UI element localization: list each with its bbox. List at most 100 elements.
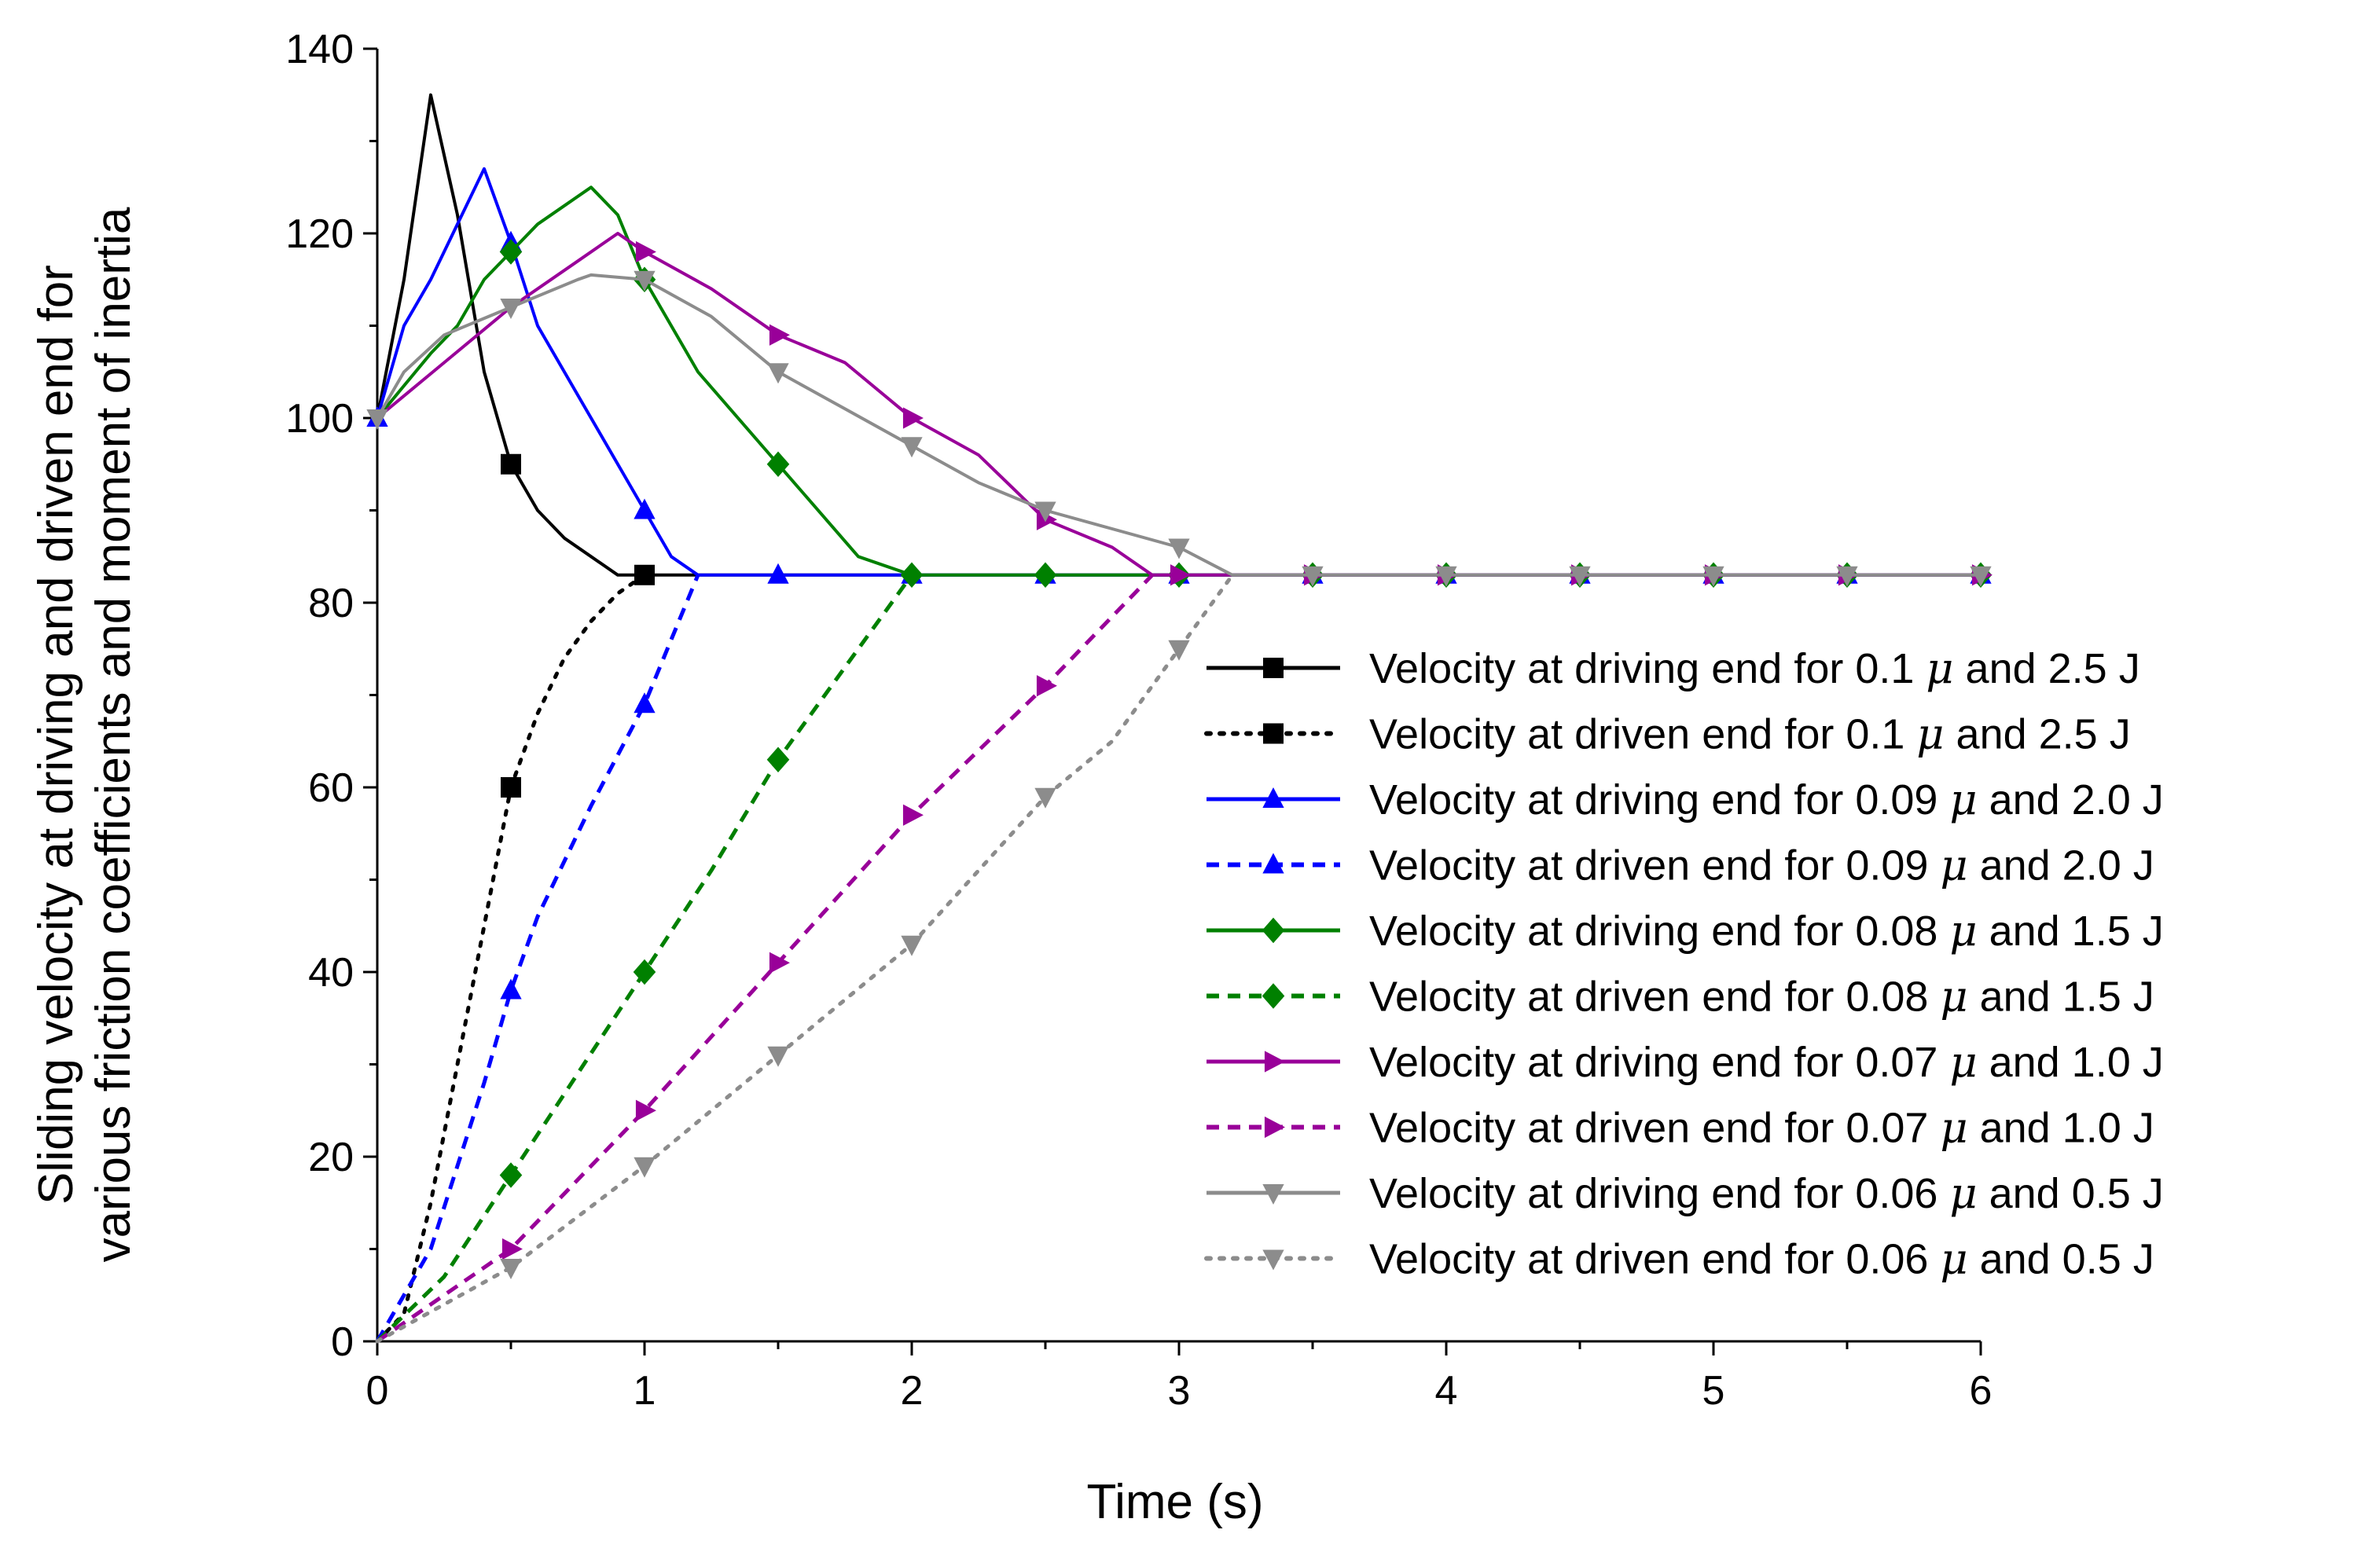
legend-label-mu: μ: [1926, 644, 1953, 693]
y-tick-label: 140: [285, 27, 354, 72]
y-axis-title-line-2: various friction coefficients and moment…: [86, 207, 141, 1262]
series-line: [375, 573, 647, 1344]
legend-label: Velocity at driving end for 0.09 μ and 2…: [1369, 775, 2164, 824]
legend-label-suffix: and 2.5 J: [1954, 645, 2140, 692]
y-axis-title-line-1: Sliding velocity at driving and driven e…: [29, 265, 83, 1205]
legend-label: Velocity at driving end for 0.1 μ and 2.…: [1369, 644, 2140, 693]
legend-item-2: Velocity at driven end for 0.1 μ and 2.5…: [1204, 710, 2131, 759]
x-tick-label: 0: [366, 1368, 389, 1414]
legend-label: Velocity at driving end for 0.07 μ and 1…: [1369, 1037, 2164, 1087]
series-5: [376, 185, 1993, 588]
data-point: [902, 804, 924, 826]
y-tick-label: 40: [308, 950, 354, 996]
data-point: [501, 777, 521, 798]
legend-swatch-marker: [1263, 723, 1284, 744]
series-6: [376, 574, 914, 1343]
legend-label-mu: μ: [1940, 841, 1967, 890]
legend-label-suffix: and 1.5 J: [1968, 974, 2154, 1021]
legend-label: Velocity at driving end for 0.08 μ and 1…: [1369, 906, 2164, 956]
legend-label-mu: μ: [1940, 1234, 1967, 1284]
series-line: [376, 574, 1154, 1344]
y-axis-title: Sliding velocity at driving and driven e…: [29, 207, 141, 1262]
data-point: [634, 270, 656, 292]
legend-item-4: Velocity at driven end for 0.09 μ and 2.…: [1207, 841, 2154, 890]
legend-swatch-marker: [1262, 983, 1285, 1009]
data-point: [766, 746, 790, 772]
data-point: [500, 298, 522, 319]
data-point: [767, 1046, 789, 1067]
data-point: [500, 978, 522, 1000]
series-line: [376, 232, 1981, 577]
plot-area: [366, 93, 1993, 1344]
legend-swatch-marker: [1262, 917, 1285, 944]
legend-label-prefix: Velocity at driving end for 0.06: [1369, 1170, 1949, 1217]
data-point: [900, 562, 924, 588]
data-point: [1569, 566, 1591, 587]
x-tick-label: 3: [1168, 1368, 1191, 1414]
x-axis-title: Time (s): [1087, 1475, 1264, 1529]
data-point: [501, 1238, 523, 1260]
data-point: [501, 453, 521, 475]
data-point: [767, 563, 789, 584]
series-line: [376, 185, 1981, 577]
legend-label-prefix: Velocity at driven end for 0.09: [1369, 842, 1940, 890]
legend-label: Velocity at driven end for 0.1 μ and 2.5…: [1369, 710, 2131, 759]
data-point: [767, 363, 789, 384]
legend-item-7: Velocity at driving end for 0.07 μ and 1…: [1207, 1037, 2164, 1087]
y-tick-label: 120: [285, 211, 354, 257]
series-8: [376, 574, 1154, 1344]
data-point: [635, 240, 656, 263]
legend-label-prefix: Velocity at driving end for 0.09: [1369, 776, 1949, 824]
data-point: [769, 952, 790, 974]
legend-label-mu: μ: [1940, 972, 1967, 1022]
data-point: [769, 324, 790, 346]
legend-item-3: Velocity at driving end for 0.09 μ and 2…: [1207, 775, 2164, 824]
x-tick-label: 2: [901, 1368, 924, 1414]
legend-label-suffix: and 1.0 J: [1968, 1105, 2154, 1152]
data-point: [633, 959, 656, 985]
y-tick-label: 100: [285, 396, 354, 442]
legend-label-mu: μ: [1949, 1037, 1977, 1087]
data-point: [634, 1157, 656, 1178]
legend-swatch-marker: [1262, 853, 1284, 874]
legend-label-suffix: and 2.0 J: [1978, 776, 2164, 824]
legend-item-8: Velocity at driven end for 0.07 μ and 1.…: [1207, 1103, 2154, 1153]
y-tick-label: 0: [331, 1319, 354, 1365]
legend-swatch-marker: [1262, 1249, 1284, 1271]
data-point: [766, 451, 790, 477]
legend-item-9: Velocity at driving end for 0.06 μ and 0…: [1207, 1168, 2164, 1218]
legend-item-5: Velocity at driving end for 0.08 μ and 1…: [1207, 906, 2164, 956]
x-tick-label: 1: [634, 1368, 656, 1414]
legend-label: Velocity at driven end for 0.07 μ and 1.…: [1369, 1103, 2154, 1153]
series-9: [366, 270, 1992, 587]
data-point: [634, 692, 656, 713]
legend-label-suffix: and 2.0 J: [1968, 842, 2154, 890]
legend-swatch-marker: [1262, 1183, 1284, 1205]
data-point: [1702, 566, 1724, 587]
legend-label: Velocity at driven end for 0.09 μ and 2.…: [1369, 841, 2154, 890]
series-line: [376, 574, 914, 1343]
legend-label-suffix: and 0.5 J: [1968, 1236, 2154, 1283]
legend-label: Velocity at driven end for 0.08 μ and 1.…: [1369, 972, 2154, 1022]
legend-item-10: Velocity at driven end for 0.06 μ and 0.…: [1204, 1234, 2154, 1284]
series-3: [366, 167, 1992, 584]
legend-label-mu: μ: [1916, 710, 1944, 759]
y-tick-label: 60: [308, 765, 354, 811]
data-point: [901, 935, 923, 956]
legend-item-1: Velocity at driving end for 0.1 μ and 2.…: [1207, 644, 2140, 693]
y-tick-label: 20: [308, 1135, 354, 1180]
axes: 0 20 40 60 80 100 120 140 0 1 2 3 4 5 6: [285, 27, 1992, 1414]
legend: Velocity at driving end for 0.1 μ and 2.…: [1204, 644, 2164, 1284]
data-point: [1034, 501, 1056, 523]
x-tick-label: 6: [1970, 1368, 1993, 1414]
data-point: [499, 239, 523, 265]
series-10: [375, 573, 1235, 1344]
legend-swatch-marker: [1264, 1116, 1285, 1139]
series-line: [375, 574, 700, 1343]
legend-label: Velocity at driving end for 0.06 μ and 0…: [1369, 1168, 2164, 1218]
y-tick-label: 80: [308, 581, 354, 626]
data-point: [1034, 787, 1056, 809]
legend-label-prefix: Velocity at driving end for 0.08: [1369, 908, 1949, 955]
legend-swatch-marker: [1262, 787, 1284, 809]
